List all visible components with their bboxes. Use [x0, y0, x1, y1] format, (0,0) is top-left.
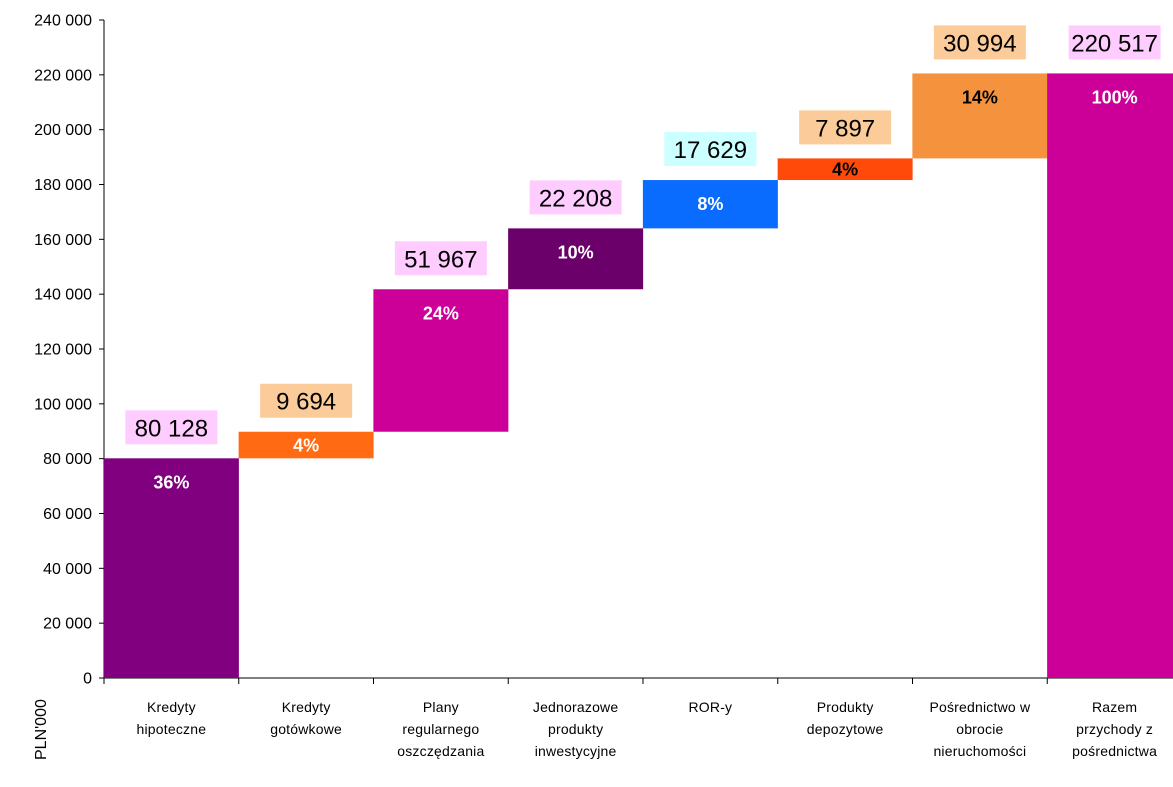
- x-tick-label: Plany regularnego oszczędzania: [397, 699, 484, 759]
- y-tick-label: 140 000: [34, 287, 92, 304]
- x-tick-label-line: nieruchomości: [933, 743, 1026, 759]
- x-tick-label: ROR-y: [688, 699, 732, 715]
- x-tick-label-line: hipoteczne: [137, 721, 207, 737]
- bar: [777, 158, 913, 181]
- bar-value-label: 220 517: [1071, 30, 1158, 57]
- y-tick-label: 0: [83, 671, 92, 688]
- x-tick-label-line: Produkty: [817, 699, 874, 715]
- x-tick-label: Produkty depozytowe: [807, 699, 884, 737]
- bar: [373, 289, 509, 432]
- x-tick-label: Jednorazowe produkty inwestycyjne: [533, 699, 618, 759]
- bar-percent-label: 8%: [697, 194, 723, 214]
- y-tick-label: 240 000: [34, 13, 92, 30]
- bar-percent-label: 4%: [832, 160, 858, 180]
- y-tick-label: 160 000: [34, 232, 92, 249]
- y-tick-label: 60 000: [43, 506, 92, 523]
- y-tick-label: 100 000: [34, 396, 92, 413]
- bar-percent-label: 14%: [962, 87, 998, 107]
- y-tick-label: 40 000: [43, 561, 92, 578]
- bar-value-label: 17 629: [674, 137, 747, 164]
- x-tick-label-line: oszczędzania: [397, 743, 484, 759]
- bar-value-label: 30 994: [943, 30, 1016, 57]
- value-label-box: [664, 132, 757, 167]
- x-tick-label-line: Pośrednictwo w: [929, 699, 1031, 715]
- bar-percent-label: 36%: [153, 472, 189, 492]
- x-tick-label: Kredyty hipoteczne: [137, 699, 207, 737]
- x-tick-label-line: ROR-y: [688, 699, 732, 715]
- x-tick-label: Pośrednictwo w obrocie nieruchomości: [929, 699, 1031, 759]
- x-tick-label-line: depozytowe: [807, 721, 884, 737]
- x-tick-label: Razem przychody z pośrednictwa: [1072, 699, 1157, 759]
- bar-value-label: 9 694: [276, 389, 336, 416]
- value-label-box: [260, 383, 353, 418]
- y-tick-label: 80 000: [43, 451, 92, 468]
- x-tick-label-line: obrocie: [956, 721, 1003, 737]
- y-tick-label: 220 000: [34, 67, 92, 84]
- bar-percent-label: 24%: [423, 303, 459, 323]
- bar-value-label: 7 897: [815, 115, 875, 142]
- bar-percent-label: 10%: [558, 242, 594, 262]
- x-tick-label-line: przychody z: [1076, 721, 1153, 737]
- x-tick-label-line: Razem: [1092, 699, 1137, 715]
- bar-percent-label: 100%: [1092, 87, 1138, 107]
- y-tick-label: 120 000: [34, 342, 92, 359]
- bar-value-label: 22 208: [539, 185, 612, 212]
- y-tick-label: 200 000: [34, 122, 92, 139]
- bar: [103, 458, 239, 678]
- value-label-box: [1068, 25, 1161, 60]
- chart-labels: 36% 80 128 Kredyty hipoteczne 4% 9 694 Kredyty…: [125, 25, 1161, 759]
- chart-axes: 0 20 000 40 000 60 000 80 000 100 000 120 000 1…: [34, 13, 1173, 688]
- value-label-box: [799, 110, 892, 145]
- value-label-box: [394, 241, 487, 276]
- x-tick-label-line: Jednorazowe: [533, 699, 618, 715]
- bar-value-label: 51 967: [404, 246, 477, 273]
- x-tick-label-line: gotówkowe: [270, 721, 342, 737]
- x-tick-label-line: produkty: [548, 721, 603, 737]
- x-tick-label-line: regularnego: [402, 721, 479, 737]
- x-tick-label-line: Kredyty: [147, 699, 196, 715]
- bar: [508, 228, 644, 290]
- x-tick-label: Kredyty gotówkowe: [270, 699, 342, 737]
- x-tick-label-line: Kredyty: [282, 699, 331, 715]
- y-tick-label: 20 000: [43, 616, 92, 633]
- bar: [238, 431, 374, 459]
- value-label-box: [125, 410, 218, 445]
- bar: [1047, 73, 1173, 678]
- y-axis-label: PLN'000: [33, 699, 50, 760]
- x-tick-label-line: Plany: [423, 699, 459, 715]
- chart-bars: [103, 73, 1173, 678]
- y-tick-label: 180 000: [34, 177, 92, 194]
- bar-percent-label: 4%: [293, 436, 319, 456]
- value-label-box: [529, 180, 622, 215]
- bar: [642, 180, 778, 229]
- x-tick-label-line: inwestycyjne: [535, 743, 617, 759]
- value-label-box: [933, 25, 1026, 60]
- bar: [912, 73, 1048, 159]
- bar-value-label: 80 128: [135, 415, 208, 442]
- x-tick-label-line: pośrednictwa: [1072, 743, 1157, 759]
